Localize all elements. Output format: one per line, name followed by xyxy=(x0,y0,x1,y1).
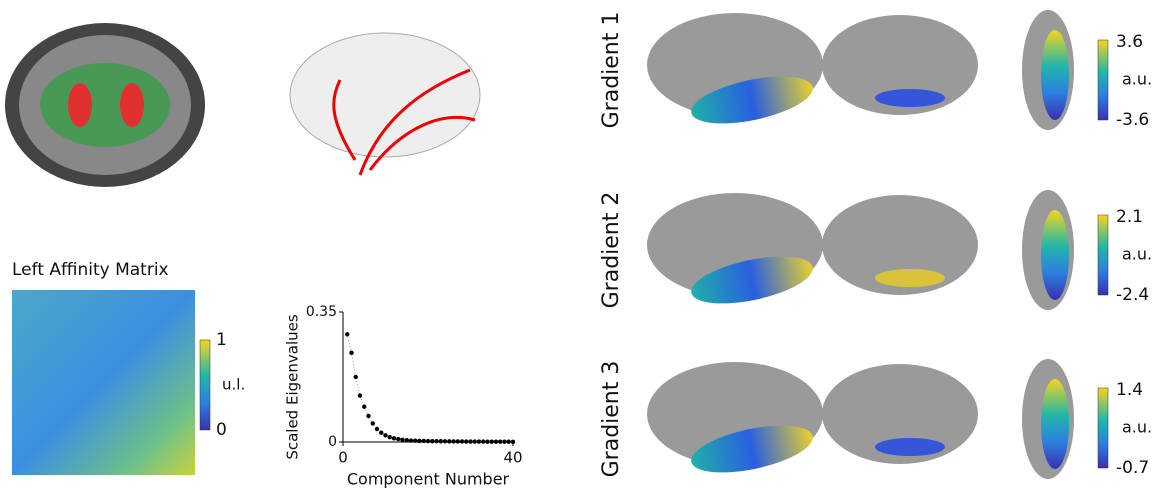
gradient-panels: Gradient 1 3.6 a.u. -3.6 Gradient 2 2.1 a.u. -2… xyxy=(599,10,1152,481)
colorbar-unit: u.l. xyxy=(222,376,245,394)
point xyxy=(354,375,358,379)
ventral-gradient xyxy=(1041,210,1069,300)
point xyxy=(439,439,443,443)
y-tick-label: 0.35 xyxy=(306,304,337,320)
point xyxy=(434,439,438,443)
point xyxy=(464,439,468,443)
point xyxy=(502,440,506,444)
point xyxy=(349,351,353,355)
y-tick-label: 0 xyxy=(328,434,337,450)
point xyxy=(379,431,383,435)
point xyxy=(396,437,400,441)
ventral-gradient xyxy=(1041,379,1069,469)
point xyxy=(460,439,464,443)
point xyxy=(511,440,515,444)
matrix-title: Left Affinity Matrix xyxy=(12,260,169,280)
point xyxy=(422,439,426,443)
colorbar-max: 2.1 xyxy=(1116,207,1143,227)
colorbar-min: -0.7 xyxy=(1116,458,1149,478)
colorbar xyxy=(200,340,210,430)
medial-gradient xyxy=(875,438,945,456)
tracts-red xyxy=(120,83,144,127)
medial-gradient xyxy=(875,269,945,287)
affinity-matrix xyxy=(12,290,195,475)
point xyxy=(345,332,349,336)
x-tick-label: 0 xyxy=(338,449,348,467)
point xyxy=(430,439,434,443)
colorbar-min: -3.6 xyxy=(1116,110,1149,130)
colorbar-unit: a.u. xyxy=(1122,70,1152,89)
point xyxy=(405,438,409,442)
gradient-label: Gradient 2 xyxy=(599,192,624,309)
point xyxy=(485,439,489,443)
point xyxy=(494,440,498,444)
point xyxy=(392,436,396,440)
colorbar xyxy=(1098,215,1108,295)
colorbar-unit: a.u. xyxy=(1122,245,1152,264)
colorbar-max: 1.4 xyxy=(1116,380,1143,400)
tracts xyxy=(40,63,170,147)
y-axis-label: Scaled Eigenvalues xyxy=(284,314,302,460)
point xyxy=(447,439,451,443)
colorbar-min: -2.4 xyxy=(1116,285,1149,305)
point xyxy=(362,405,366,409)
gradient-label: Gradient 3 xyxy=(599,361,624,478)
gradient-label: Gradient 1 xyxy=(599,12,624,129)
colorbar-min: 0 xyxy=(216,420,227,440)
figure: Left Affinity Matrix 1 u.l. 0 0 0.35 0 40 Co… xyxy=(0,0,1159,493)
point xyxy=(498,440,502,444)
point xyxy=(366,414,370,418)
point xyxy=(417,439,421,443)
point xyxy=(413,439,417,443)
brain-wireframe xyxy=(290,33,480,157)
colorbar-unit: a.u. xyxy=(1122,418,1152,437)
tracts-red xyxy=(68,83,92,127)
point xyxy=(383,433,387,437)
point xyxy=(443,439,447,443)
colorbar xyxy=(1098,40,1108,120)
point xyxy=(481,439,485,443)
ventral-gradient xyxy=(1041,30,1069,120)
point xyxy=(468,439,472,443)
point xyxy=(388,435,392,439)
point xyxy=(477,439,481,443)
x-axis-label: Component Number xyxy=(347,470,510,489)
point xyxy=(473,439,477,443)
colorbar-max: 3.6 xyxy=(1116,32,1143,52)
x-tick-label: 40 xyxy=(503,449,522,467)
point xyxy=(409,438,413,442)
scree-plot: 0 0.35 0 40 Component Number Scaled Eigenvalu… xyxy=(284,304,523,489)
point xyxy=(451,439,455,443)
connector-line xyxy=(347,334,513,441)
medial-gradient xyxy=(875,89,945,107)
point xyxy=(456,439,460,443)
point xyxy=(375,427,379,431)
point xyxy=(507,440,511,444)
point xyxy=(358,393,362,397)
point xyxy=(371,421,375,425)
point xyxy=(490,439,494,443)
colorbar xyxy=(1098,388,1108,468)
colorbar-max: 1 xyxy=(216,330,227,350)
point xyxy=(400,438,404,442)
point xyxy=(426,439,430,443)
